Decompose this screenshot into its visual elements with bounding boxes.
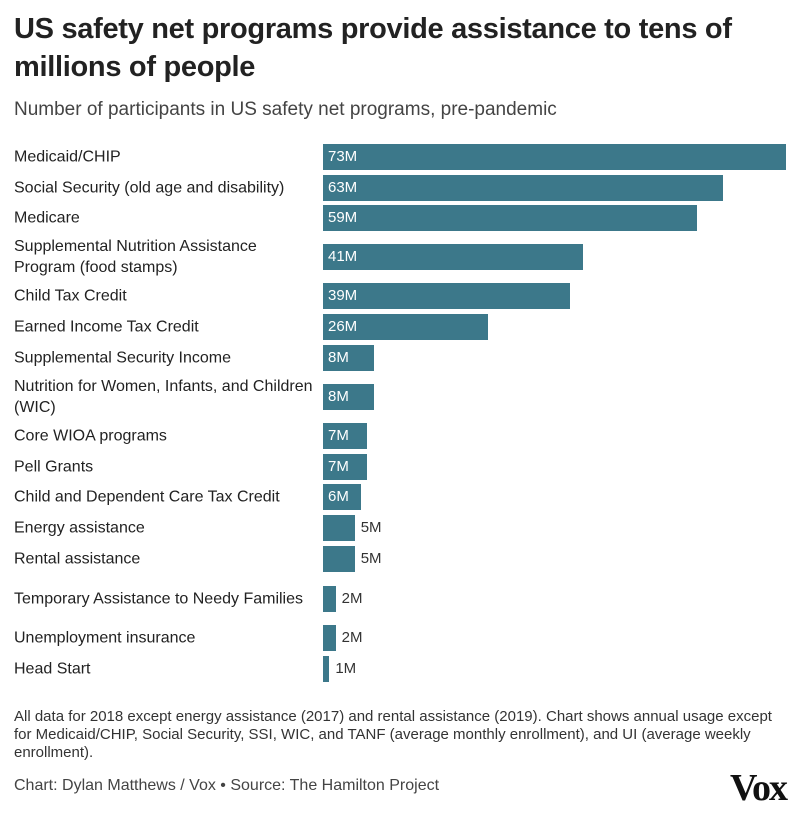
value-label: 73M	[328, 148, 358, 165]
bar	[323, 175, 723, 201]
category-label: Supplemental Security Income	[14, 349, 231, 367]
value-label: 1M	[335, 660, 357, 677]
category-label: Rental assistance	[14, 550, 141, 568]
credit: Chart: Dylan Matthews / Vox • Source: Th…	[14, 777, 440, 794]
value-label: 39M	[328, 287, 358, 304]
category-label: Pell Grants	[14, 458, 94, 476]
category-label: Unemployment insurance	[14, 629, 196, 647]
category-label: Temporary Assistance to Needy Families	[14, 590, 303, 608]
bar	[323, 144, 786, 170]
category-label: Child Tax Credit	[14, 287, 127, 305]
bar	[323, 423, 368, 449]
chart-subtitle: Number of participants in US safety net …	[14, 99, 557, 120]
bar	[323, 205, 698, 231]
value-label: 5M	[360, 550, 382, 567]
value-label: 59M	[328, 209, 358, 226]
category-label: Energy assistance	[14, 519, 145, 537]
bar	[323, 546, 355, 572]
bar	[323, 586, 336, 612]
category-label: Medicaid/CHIP	[14, 148, 121, 166]
category-label: Medicare	[14, 209, 80, 227]
category-label: Social Security (old age and disability)	[14, 179, 285, 197]
bar	[323, 656, 330, 682]
value-label: 41M	[328, 248, 358, 265]
category-label: Earned Income Tax Credit	[14, 318, 199, 336]
value-label: 8M	[328, 388, 349, 405]
value-label: 7M	[328, 427, 349, 444]
value-label: 26M	[328, 318, 358, 335]
footnote: All data for 2018 except energy assistan…	[14, 708, 772, 761]
category-label: Core WIOA programs	[14, 427, 167, 445]
value-label: 5M	[360, 519, 382, 536]
bar	[323, 384, 374, 410]
bar	[323, 484, 362, 510]
bar	[323, 345, 374, 371]
category-label: Child and Dependent Care Tax Credit	[14, 488, 280, 506]
bar	[323, 314, 488, 340]
bar	[323, 515, 355, 541]
bar	[323, 454, 368, 480]
value-label: 6M	[328, 488, 349, 505]
chart-title: US safety net programs provide assistanc…	[14, 13, 732, 83]
value-label: 7M	[328, 458, 349, 475]
bar	[323, 283, 571, 309]
bar	[323, 244, 584, 270]
category-label: Supplemental Nutrition Assistance Progra…	[14, 238, 257, 276]
value-label: 8M	[328, 349, 349, 366]
value-label: 63M	[328, 179, 358, 196]
value-label: 2M	[341, 629, 363, 646]
logo: Vox	[730, 767, 788, 809]
category-label: Head Start	[14, 660, 91, 678]
category-label: Nutrition for Women, Infants, and Childr…	[14, 378, 313, 416]
value-label: 2M	[341, 590, 363, 607]
bar	[323, 625, 336, 651]
